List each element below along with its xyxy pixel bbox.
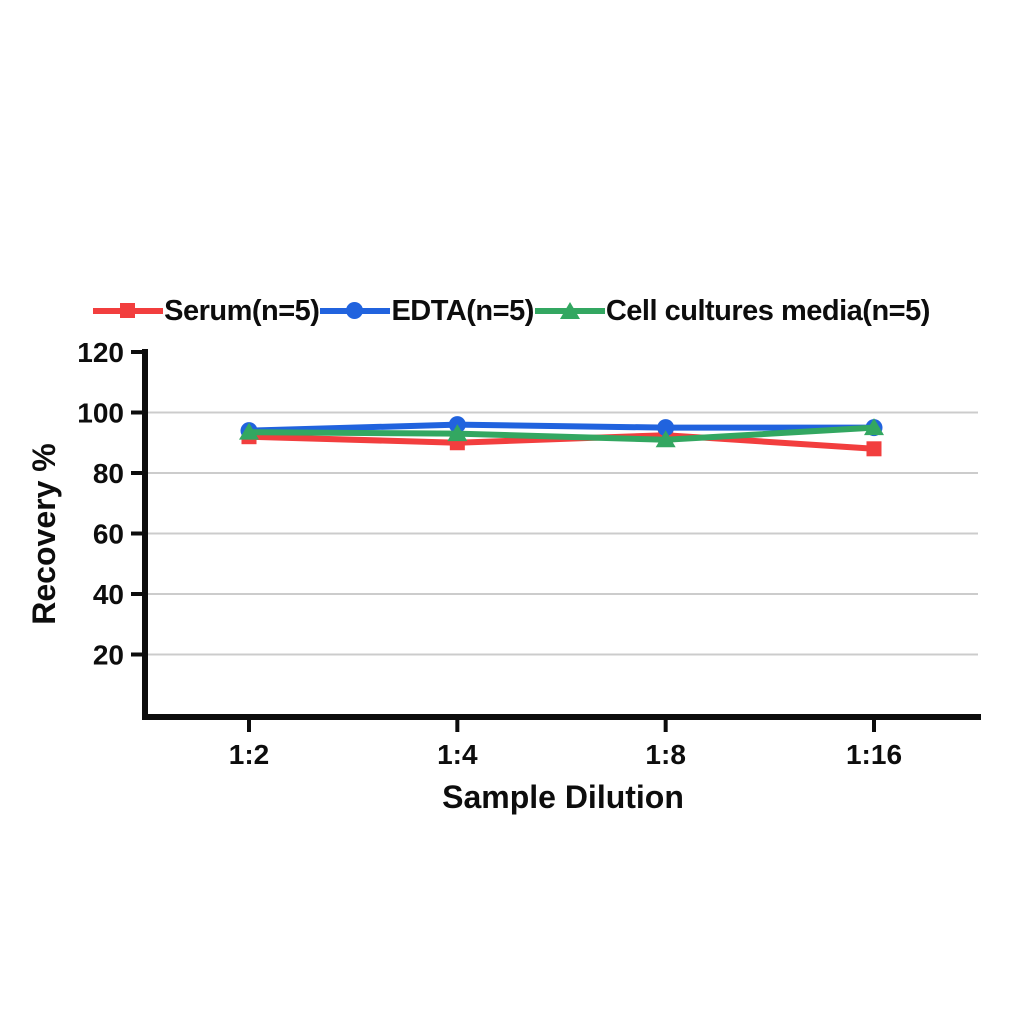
marker-square-serum-n-5-1-16 xyxy=(866,441,882,457)
axes xyxy=(131,349,981,732)
x-tick-label-1-8: 1:8 xyxy=(645,739,685,770)
y-axis-title: Recovery % xyxy=(26,443,62,624)
legend: Serum(n=5) EDTA(n=5) Cell cultures media(n… xyxy=(0,292,1024,330)
legend-item-serum-n-5: Serum(n=5) xyxy=(93,295,320,328)
x-axis-title: Sample Dilution xyxy=(442,779,684,815)
x-tick-label-1-16: 1:16 xyxy=(846,739,902,770)
marker-triangle-cell-cultures-media-n-5-1-4 xyxy=(447,424,468,442)
series-line-edta-n-5 xyxy=(246,421,877,434)
legend-label: Serum(n=5) xyxy=(164,294,320,327)
tick-labels: 20 40 60 80 100 120 1:2 1:4 1:8 1:16 xyxy=(77,337,902,770)
y-tick-label-120: 120 xyxy=(77,337,124,368)
series-line-cell-cultures-media-n-5 xyxy=(246,424,877,443)
gridlines xyxy=(148,411,978,656)
marker-triangle-cell-cultures-media-n-5-1-2 xyxy=(239,422,259,440)
x-tick-label-1-2: 1:2 xyxy=(229,739,269,770)
legend-circle-icon xyxy=(320,299,391,323)
marker-triangle-cell-cultures-media-n-5-1-8 xyxy=(655,430,676,448)
y-tick-label-80: 80 xyxy=(93,458,124,489)
legend-label: Cell cultures media(n=5) xyxy=(605,294,931,327)
marker-triangle-cell-cultures-media-n-5-1-16 xyxy=(864,418,884,436)
legend-square-icon xyxy=(93,299,164,323)
legend-label: EDTA(n=5) xyxy=(391,294,534,327)
y-tick-label-40: 40 xyxy=(93,579,124,610)
legend-triangle-icon xyxy=(534,299,605,323)
y-tick-label-60: 60 xyxy=(93,519,124,550)
legend-item-edta-n-5: EDTA(n=5) xyxy=(320,295,534,328)
y-tick-label-100: 100 xyxy=(77,398,124,429)
legend-item-cell-cultures-media-n-5: Cell cultures media(n=5) xyxy=(534,294,931,328)
legend-shape-circle xyxy=(346,302,364,319)
x-tick-label-1-4: 1:4 xyxy=(437,739,478,770)
data-series xyxy=(239,416,884,457)
y-tick-label-20: 20 xyxy=(93,640,124,671)
marker-circle-edta-n-5-1-8 xyxy=(657,419,675,437)
legend-shape-triangle xyxy=(559,302,580,319)
legend-shape-square xyxy=(120,303,136,318)
